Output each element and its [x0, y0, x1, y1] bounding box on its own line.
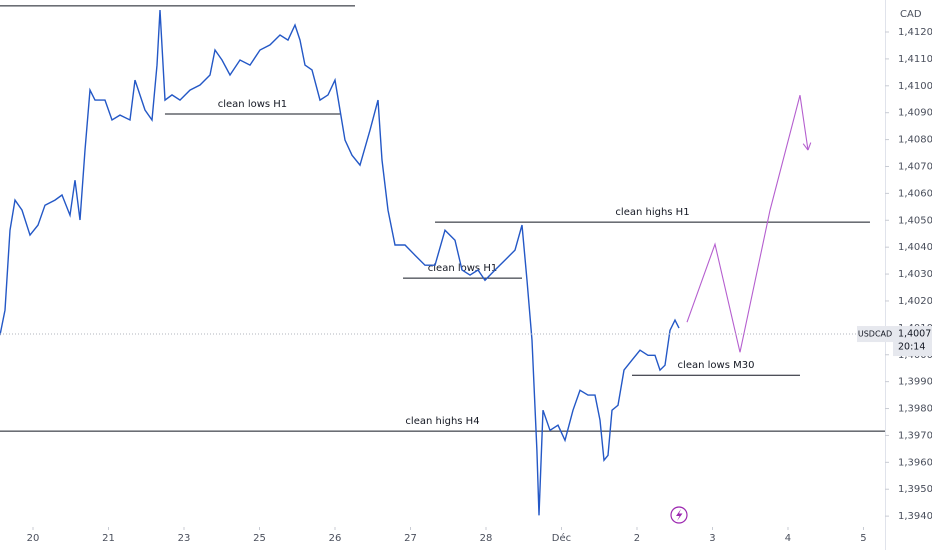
x-tick-label: Déc [552, 532, 571, 544]
y-tick-label: 1,40500 [898, 215, 932, 226]
symbol-label: USDCAD [858, 330, 892, 339]
price-line [0, 9, 680, 516]
y-tick-label: 1,41100 [898, 54, 932, 65]
x-tick-label: 2 [634, 533, 640, 544]
currency-label: CAD [900, 9, 922, 20]
symbol-tag [857, 326, 893, 343]
y-tick-label: 1,40800 [898, 135, 932, 146]
y-tick-label: 1,41200 [898, 27, 932, 38]
level-label: clean lows M30 [678, 360, 755, 371]
y-tick-label: 1,40300 [898, 269, 932, 280]
x-tick-label: 23 [178, 533, 191, 544]
y-tick-label: 1,40700 [898, 161, 932, 172]
projection-path [686, 95, 809, 353]
x-tick-label: 25 [253, 533, 266, 544]
projection-arrowhead [807, 142, 812, 151]
x-tick-label: 4 [785, 533, 791, 544]
x-tick-label: 3 [709, 533, 715, 544]
x-tick-label: 20 [27, 533, 40, 544]
y-tick-label: 1,39400 [898, 511, 932, 522]
x-tick-label: 26 [329, 533, 342, 544]
level-label: clean highs H1 [615, 207, 689, 218]
projection-arrowhead [802, 143, 809, 151]
alert-icon[interactable] [670, 506, 688, 524]
y-tick-label: 1,40900 [898, 108, 932, 119]
y-tick-label: 1,39700 [898, 430, 932, 441]
y-tick-label: 1,39500 [898, 484, 932, 495]
y-tick-label: 1,41000 [898, 81, 932, 92]
y-tick-label: 1,40200 [898, 296, 932, 307]
level-label: clean highs H4 [405, 416, 479, 427]
level-label: clean lows H1 [218, 99, 287, 110]
last-price-label: 1,40077 [898, 329, 932, 340]
y-tick-label: 1,39600 [898, 457, 932, 468]
countdown-label: 20:14 [898, 342, 925, 353]
y-tick-label: 1,39800 [898, 404, 932, 415]
x-tick-label: 28 [480, 533, 493, 544]
price-tag [893, 326, 932, 357]
y-tick-label: 1,40400 [898, 242, 932, 253]
x-tick-label: 21 [102, 533, 115, 544]
y-tick-label: 1,40600 [898, 188, 932, 199]
level-label: clean lows H1 [428, 263, 497, 274]
y-tick-label: 1,39900 [898, 377, 932, 388]
x-tick-label: 5 [860, 533, 866, 544]
x-tick-label: 27 [404, 533, 417, 544]
